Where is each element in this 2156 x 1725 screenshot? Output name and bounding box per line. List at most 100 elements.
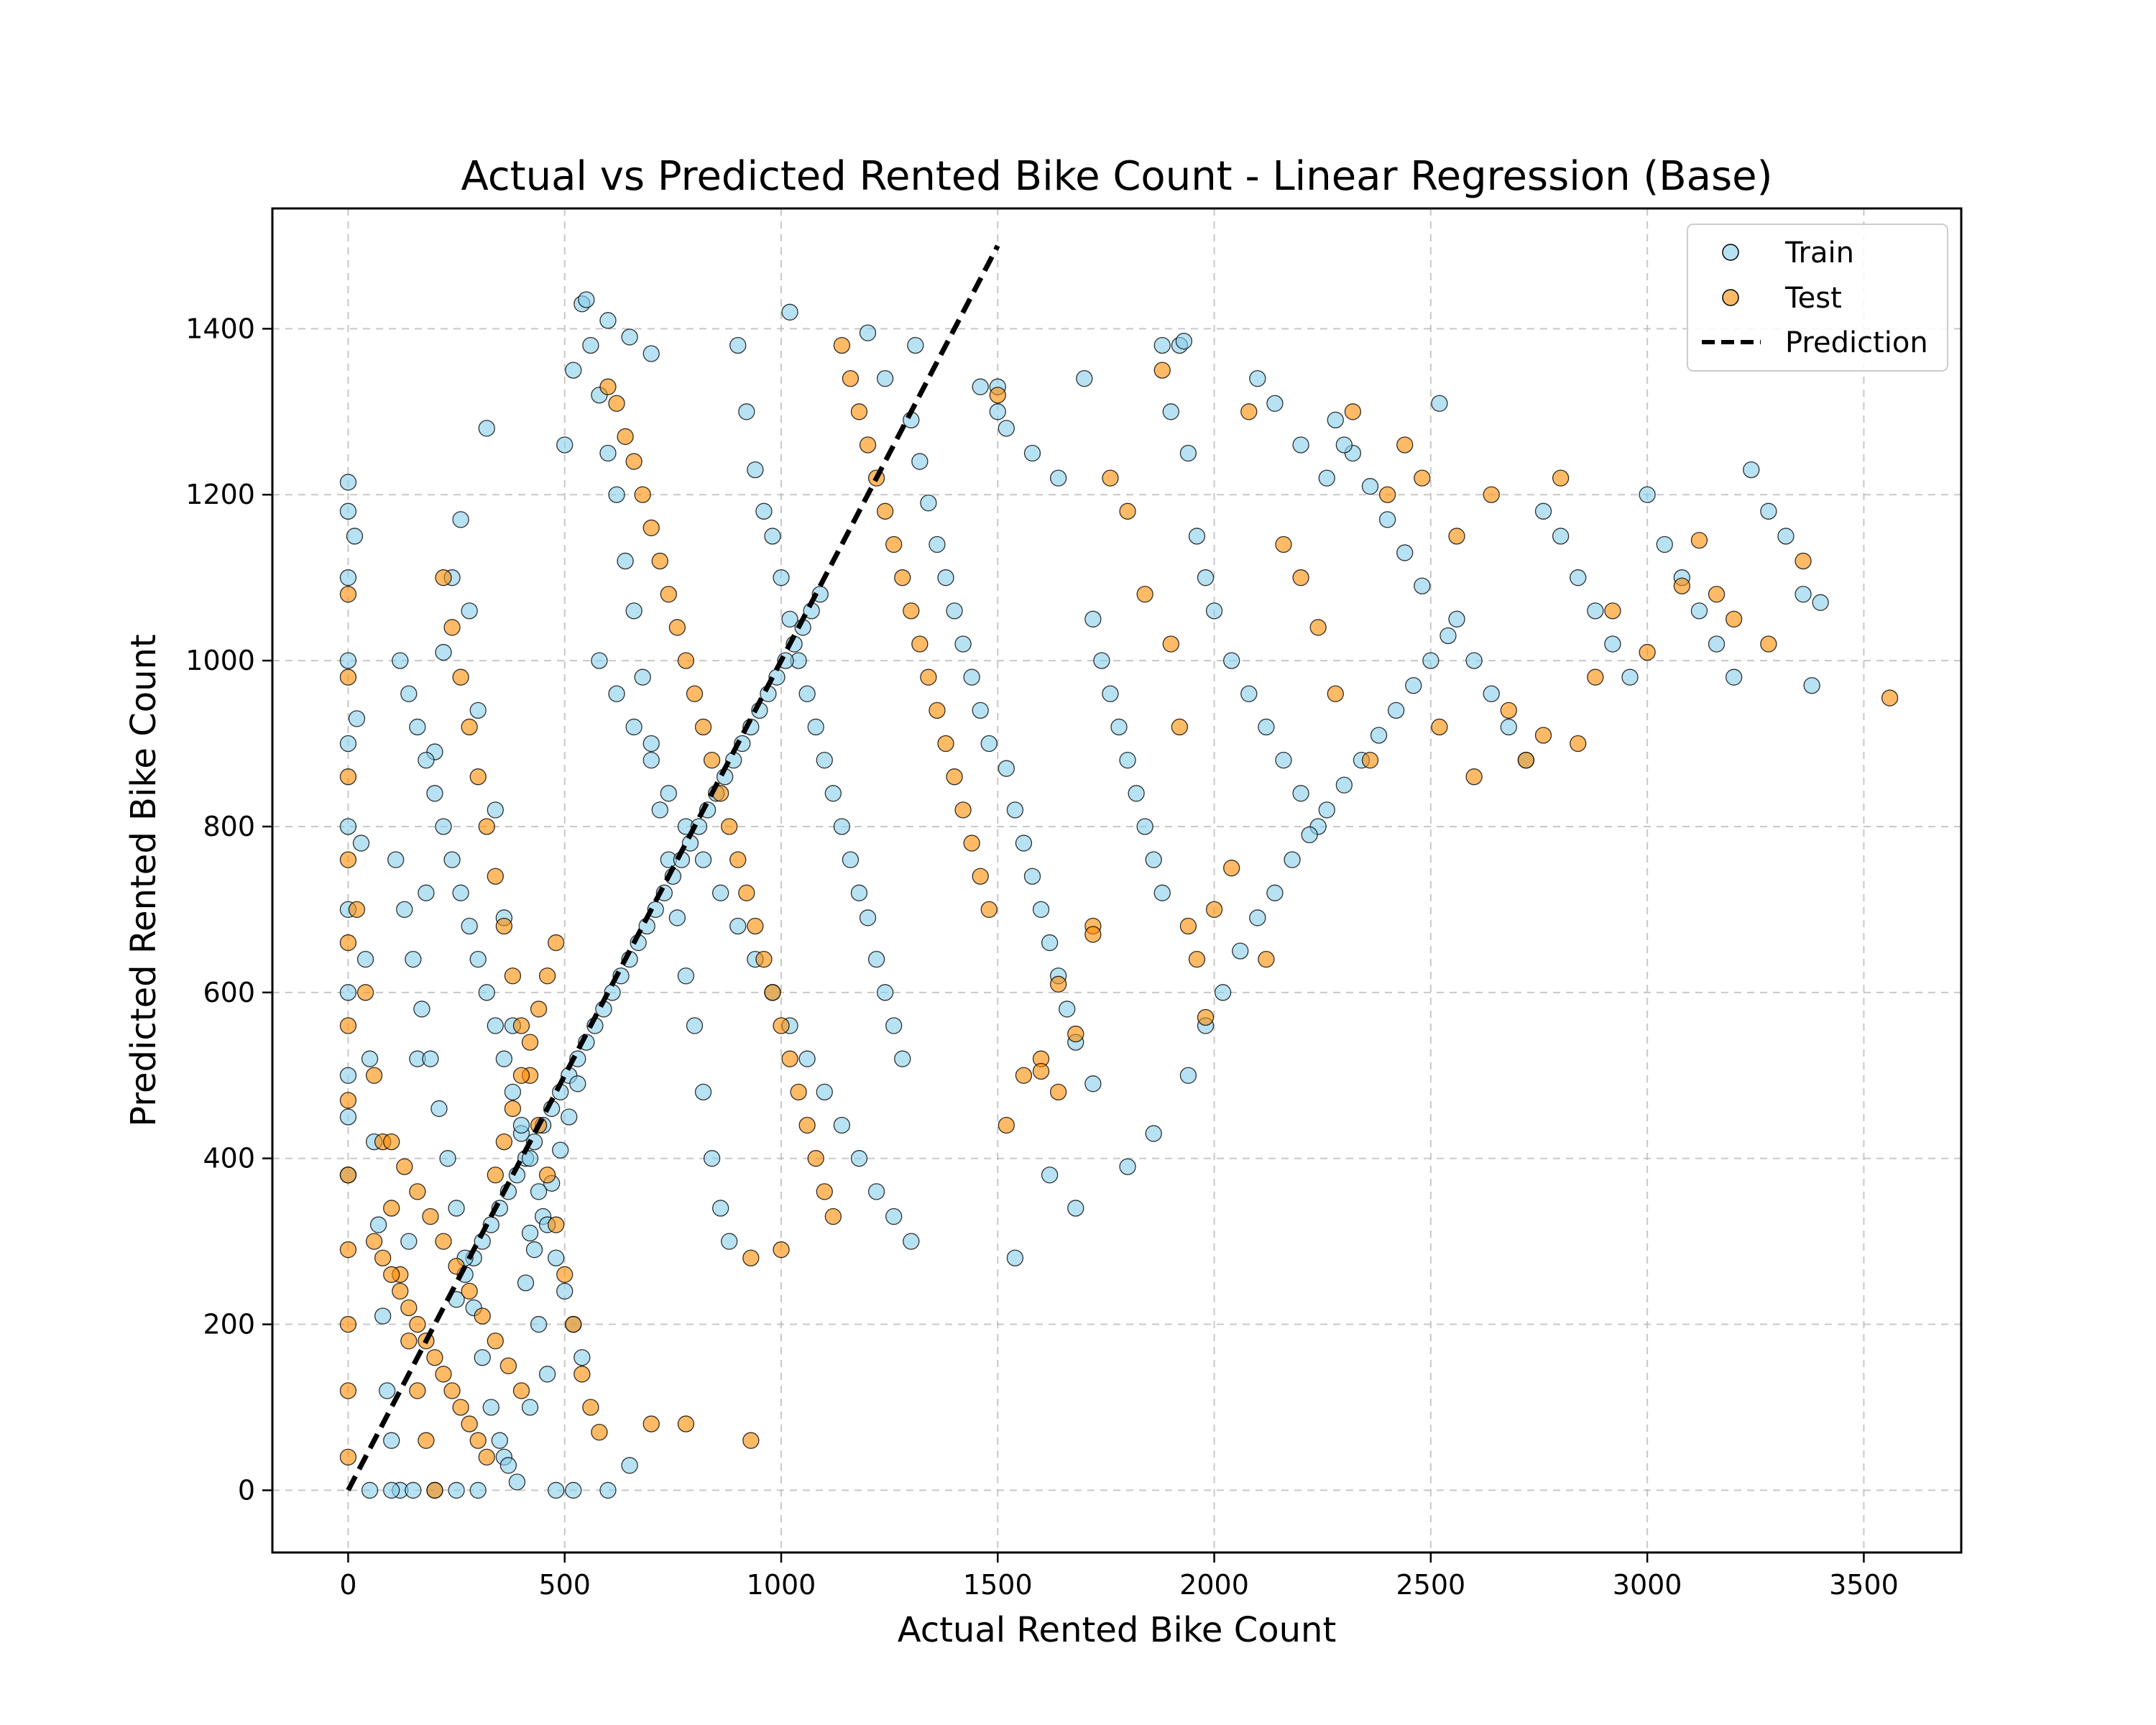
- train-point: [755, 502, 773, 520]
- test-point: [742, 1432, 760, 1449]
- train-point: [556, 1282, 573, 1300]
- test-point: [954, 801, 972, 819]
- test-point: [392, 1282, 409, 1300]
- test-point: [1050, 1083, 1067, 1101]
- train-point: [1361, 478, 1379, 495]
- test-point: [1258, 951, 1275, 968]
- test-point: [738, 884, 755, 901]
- train-point: [339, 502, 357, 520]
- test-point: [339, 1241, 357, 1259]
- test-point: [773, 1017, 790, 1034]
- train-point: [1102, 685, 1119, 702]
- train-point: [1327, 411, 1344, 429]
- train-point: [361, 1481, 379, 1499]
- prediction-line: [346, 244, 1000, 1492]
- train-point: [361, 1050, 379, 1067]
- test-point: [512, 1067, 530, 1084]
- train-point: [1110, 718, 1128, 736]
- test-point: [348, 901, 366, 919]
- x-tick-label: 1000: [747, 1569, 816, 1601]
- test-point: [435, 569, 452, 586]
- train-point: [1266, 884, 1284, 901]
- train-point: [1032, 901, 1050, 919]
- test-point: [850, 403, 868, 420]
- test-point: [677, 1415, 695, 1432]
- train-point: [1422, 652, 1439, 669]
- train-point: [443, 851, 461, 868]
- test-point: [548, 1216, 565, 1233]
- train-point: [478, 984, 495, 1001]
- train-point: [426, 785, 443, 802]
- train-point: [561, 1108, 578, 1126]
- test-point: [422, 1208, 439, 1225]
- legend-test-marker: [1722, 289, 1739, 306]
- train-point: [1370, 727, 1388, 744]
- train-point: [1483, 685, 1500, 702]
- train-point: [1162, 403, 1179, 420]
- train-point: [582, 336, 599, 354]
- x-tick-label: 500: [538, 1569, 591, 1601]
- y-axis-label: Predicted Rented Bike Count: [124, 634, 164, 1127]
- train-point: [894, 1050, 911, 1067]
- train-point: [346, 528, 364, 545]
- x-tick-label: 0: [339, 1569, 356, 1601]
- train-point: [911, 453, 929, 470]
- test-point: [339, 1448, 357, 1466]
- train-point: [409, 718, 426, 736]
- train-point: [1023, 444, 1041, 462]
- train-point: [1795, 586, 1812, 603]
- test-point: [599, 378, 617, 395]
- train-point: [773, 569, 790, 586]
- train-point: [703, 1150, 721, 1167]
- train-point: [565, 362, 582, 379]
- train-point: [998, 760, 1015, 777]
- train-point: [729, 917, 747, 935]
- train-point: [850, 884, 868, 901]
- train-point: [712, 884, 729, 901]
- train-point: [642, 345, 660, 362]
- train-point: [621, 328, 638, 346]
- plot-frame: [271, 207, 1963, 1554]
- test-point: [582, 1399, 599, 1416]
- test-point: [911, 635, 929, 653]
- test-point: [487, 868, 504, 885]
- test-point: [642, 519, 660, 537]
- y-tick-label: 600: [203, 977, 255, 1008]
- train-point: [530, 1315, 548, 1333]
- test-point: [374, 1249, 392, 1266]
- train-point: [1006, 1249, 1024, 1266]
- train-point: [937, 569, 954, 586]
- test-point: [1292, 569, 1309, 586]
- train-point: [1205, 602, 1223, 620]
- train-point: [430, 1100, 448, 1118]
- train-point: [578, 291, 595, 308]
- train-point: [903, 1233, 920, 1250]
- train-point: [413, 1000, 430, 1018]
- test-point: [1708, 586, 1726, 603]
- test-point: [400, 1332, 418, 1350]
- train-point: [1266, 395, 1284, 412]
- test-point: [452, 1399, 469, 1416]
- test-point: [833, 336, 851, 354]
- train-point: [781, 303, 798, 321]
- train-point: [1639, 486, 1656, 503]
- test-point: [894, 569, 911, 586]
- test-point: [1188, 951, 1206, 968]
- legend-prediction-label: Prediction: [1785, 326, 1928, 359]
- test-point: [790, 1083, 807, 1101]
- train-point: [1500, 718, 1517, 736]
- test-point: [816, 1183, 833, 1200]
- test-point: [617, 428, 634, 446]
- train-point: [1388, 702, 1405, 719]
- train-point: [816, 1083, 833, 1101]
- train-point: [339, 735, 357, 753]
- train-point: [452, 884, 469, 901]
- train-point: [435, 643, 452, 661]
- train-point: [660, 785, 677, 802]
- test-point: [487, 1167, 504, 1184]
- test-point: [530, 1000, 548, 1018]
- test-point: [998, 1116, 1015, 1134]
- train-point: [634, 668, 651, 686]
